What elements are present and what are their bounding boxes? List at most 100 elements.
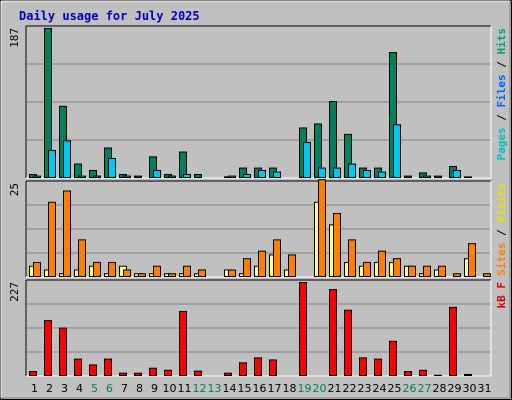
bar-hits: [434, 175, 442, 178]
bar-kb-f: [269, 359, 277, 377]
x-tick-label: 2: [46, 382, 53, 395]
x-tick-label: 12: [193, 382, 207, 395]
bar-hits: [194, 173, 202, 178]
bar-sites: [393, 258, 401, 278]
bar-kb-f: [404, 371, 412, 376]
legend-entry: Sites: [495, 243, 508, 276]
x-tick-label: 14: [223, 382, 237, 395]
bar-sites: [108, 261, 116, 277]
chart-title: Daily usage for July 2025: [19, 9, 200, 23]
bar-kb-f: [29, 371, 37, 376]
bar-files: [183, 173, 191, 178]
bar-sites: [423, 265, 431, 278]
x-tick-label: 16: [253, 382, 267, 395]
x-axis: 1 2 3 4 5 6 7 8 9 10 11 12 13 14 15 16 17 18 19 20 21 22 23 24 2…: [31, 382, 492, 395]
bar-sites: [78, 239, 86, 277]
bar-sites: [123, 269, 131, 278]
bar-hits: [179, 151, 187, 179]
x-tick-label: 31: [478, 382, 492, 395]
bar-files: [258, 169, 266, 178]
bar-sites: [258, 250, 266, 277]
bar-sites: [483, 273, 491, 277]
panel-visits-sites: 25 Sites / Visits: [8, 179, 508, 278]
panel-hits-files-pages: 187 Pages / Files / Hits: [8, 25, 508, 179]
bar-kb-f: [254, 357, 262, 376]
x-tick-label: 30: [463, 382, 477, 395]
bar-files: [93, 175, 101, 178]
bar-sites: [378, 250, 386, 277]
x-tick-label: 28: [433, 382, 447, 395]
bar-files: [78, 175, 86, 178]
bar-kb-f: [449, 306, 457, 377]
x-tick-label: 3: [61, 382, 68, 395]
bar-kb-f: [329, 289, 337, 376]
bar-kb-f: [239, 362, 247, 377]
x-tick-label: 10: [163, 382, 177, 395]
bar-kb-f: [44, 320, 52, 377]
bar-sites: [363, 261, 371, 277]
legend-entry: Visits: [495, 183, 508, 223]
legend-entry: Files: [495, 74, 508, 107]
bar-files: [48, 149, 56, 179]
bar-files: [108, 157, 116, 178]
bar-files: [423, 175, 431, 178]
bar-kb-f: [359, 357, 367, 376]
bar-sites: [198, 269, 206, 278]
bar-sites: [243, 258, 251, 278]
bar-kb-f: [374, 358, 382, 377]
x-tick-label: 26: [403, 382, 417, 395]
bar-hits: [74, 163, 82, 178]
bar-sites: [153, 265, 161, 278]
x-tick-label: 19: [298, 382, 312, 395]
bar-files: [228, 175, 236, 178]
bar-kb-f: [194, 370, 202, 376]
bar-kb-f: [134, 372, 142, 377]
x-tick-label: 18: [283, 382, 297, 395]
bar-files: [168, 175, 176, 178]
bar-hits: [464, 176, 472, 178]
bar-files: [33, 175, 41, 178]
panel-legend: Sites / Visits: [495, 183, 508, 276]
bar-kb-f: [59, 327, 67, 376]
bar-files: [243, 173, 251, 178]
bar-files: [303, 141, 311, 179]
bar-kb-f: [389, 340, 397, 376]
x-tick-label: 9: [151, 382, 158, 395]
x-tick-label: 13: [208, 382, 222, 395]
bar-sites: [273, 239, 281, 277]
bar-files: [153, 169, 161, 178]
x-tick-label: 17: [268, 382, 282, 395]
legend-separator: /: [495, 108, 508, 128]
bar-sites: [288, 254, 296, 278]
x-tick-label: 27: [418, 382, 432, 395]
bar-sites: [348, 239, 356, 277]
bar-files: [378, 171, 386, 178]
bar-files: [333, 167, 341, 178]
x-tick-label: 1: [31, 382, 38, 395]
bar-kb-f: [119, 372, 127, 377]
bar-files: [318, 167, 326, 178]
bar-kb-f: [224, 372, 232, 377]
legend-entry: kB F: [495, 282, 508, 309]
legend-separator: /: [495, 55, 508, 75]
bar-kb-f: [419, 369, 427, 376]
panel-kbytes: 227 kB F: [8, 279, 508, 377]
bar-sites: [33, 261, 41, 277]
bar-sites: [168, 273, 176, 277]
bar-hits: [329, 100, 337, 178]
bar-sites: [333, 213, 341, 277]
bar-hits: [134, 175, 142, 178]
legend-entry: Pages: [495, 127, 508, 160]
bar-files: [273, 171, 281, 178]
x-tick-label: 23: [358, 382, 372, 395]
legend-entry: Hits: [495, 28, 508, 55]
x-tick-label: 8: [136, 382, 143, 395]
bar-files: [63, 140, 71, 179]
panel-max-label: 227: [8, 282, 21, 302]
x-tick-label: 6: [106, 382, 113, 395]
x-tick-label: 29: [448, 382, 462, 395]
bar-kb-f: [164, 369, 172, 376]
bar-hits: [404, 175, 412, 178]
